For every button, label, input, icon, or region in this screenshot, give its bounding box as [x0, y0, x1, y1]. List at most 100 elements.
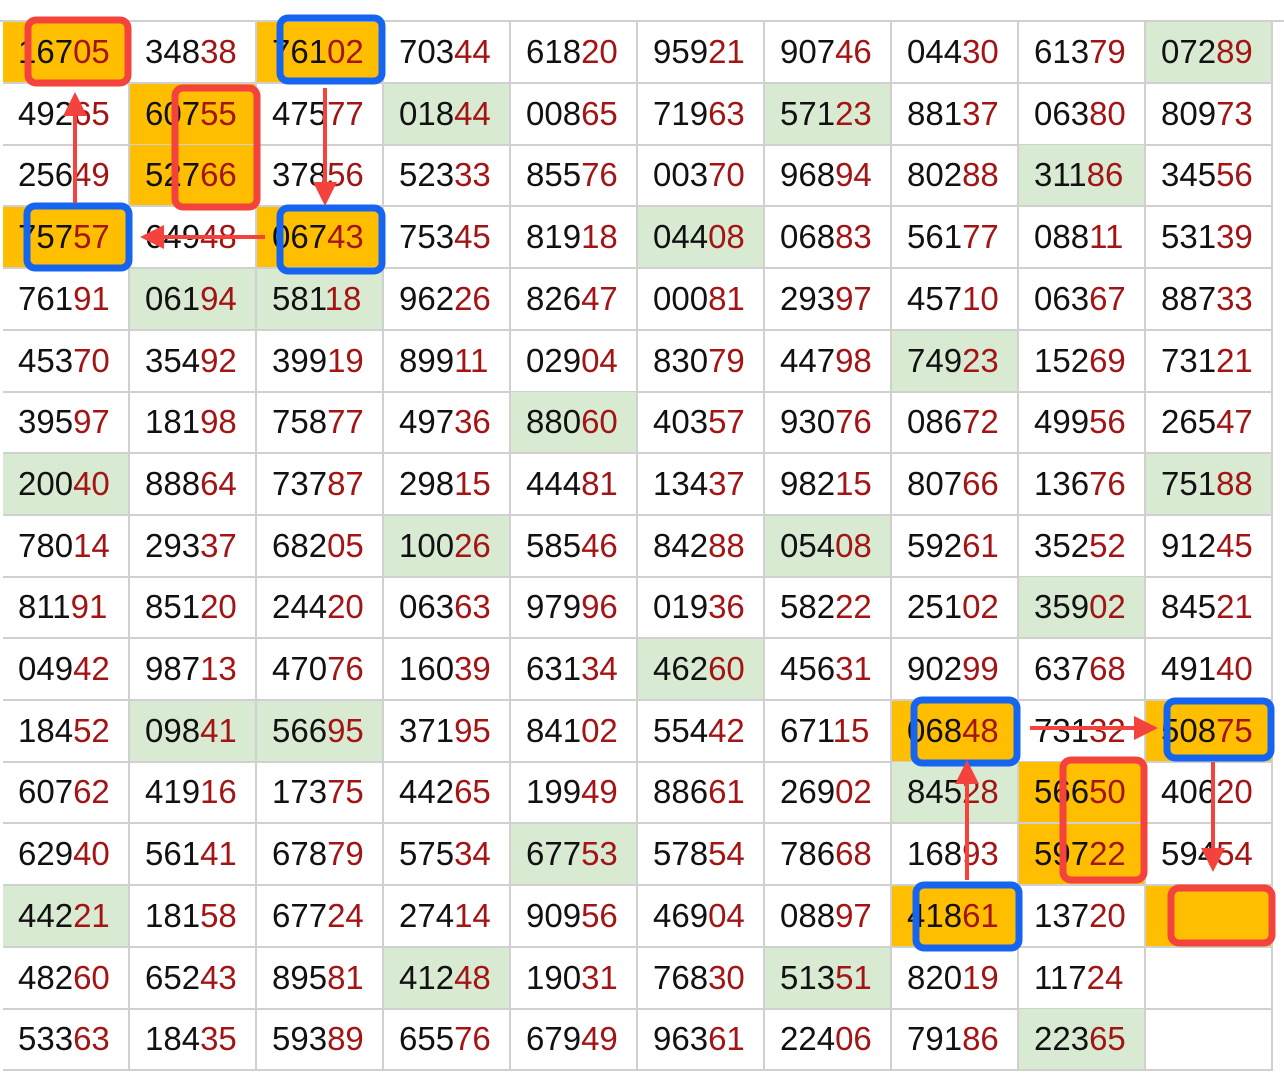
table-cell[interactable]: 90956: [511, 885, 638, 948]
table-cell[interactable]: 91245: [1146, 515, 1273, 578]
table-cell[interactable]: 59722: [1019, 824, 1146, 887]
table-cell[interactable]: 10026: [384, 515, 511, 578]
table-cell[interactable]: 00865: [511, 83, 638, 146]
table-cell[interactable]: 84521: [1146, 577, 1273, 640]
table-cell[interactable]: 44481: [511, 453, 638, 516]
table-cell[interactable]: 27414: [384, 885, 511, 948]
table-cell[interactable]: 58118: [257, 268, 384, 331]
table-cell[interactable]: 31186: [1019, 145, 1146, 208]
table-cell[interactable]: 80766: [892, 453, 1019, 516]
table-cell[interactable]: 57123: [765, 83, 892, 146]
table-cell[interactable]: 75757: [3, 207, 130, 270]
table-cell[interactable]: [1146, 947, 1273, 1010]
table-cell[interactable]: 58222: [765, 577, 892, 640]
table-cell[interactable]: 11724: [1019, 947, 1146, 1010]
table-cell[interactable]: 75345: [384, 207, 511, 270]
table-cell[interactable]: 00081: [638, 268, 765, 331]
table-cell[interactable]: 81191: [3, 577, 130, 640]
table-cell[interactable]: 63134: [511, 639, 638, 701]
table-cell[interactable]: 01844: [384, 83, 511, 146]
table-cell[interactable]: 13676: [1019, 453, 1146, 516]
table-cell[interactable]: 18198: [130, 392, 257, 455]
table-cell[interactable]: 97996: [511, 577, 638, 640]
table-cell[interactable]: 24420: [257, 577, 384, 640]
table-cell[interactable]: 13437: [638, 453, 765, 516]
table-cell[interactable]: 56141: [130, 824, 257, 887]
table-cell[interactable]: 61820: [511, 22, 638, 84]
table-cell[interactable]: 88137: [892, 83, 1019, 146]
table-cell[interactable]: 45710: [892, 268, 1019, 331]
table-cell[interactable]: 71963: [638, 83, 765, 146]
table-cell[interactable]: 07289: [1146, 22, 1273, 84]
table-cell[interactable]: 06743: [257, 207, 384, 270]
table-cell[interactable]: 45631: [765, 639, 892, 701]
table-cell[interactable]: 50875: [1146, 700, 1273, 763]
table-cell[interactable]: 67753: [511, 824, 638, 887]
table-cell[interactable]: 67724: [257, 885, 384, 948]
table-cell[interactable]: 78014: [3, 515, 130, 578]
table-cell[interactable]: 08811: [1019, 207, 1146, 270]
table-cell[interactable]: 65576: [384, 1009, 511, 1072]
table-cell[interactable]: 59389: [257, 1009, 384, 1072]
table-cell[interactable]: 76830: [638, 947, 765, 1010]
table-cell[interactable]: 22406: [765, 1009, 892, 1072]
table-cell[interactable]: 88661: [638, 762, 765, 825]
table-cell[interactable]: 08897: [765, 885, 892, 948]
table-cell[interactable]: 04408: [638, 207, 765, 270]
table-cell[interactable]: [1146, 885, 1273, 948]
table-cell[interactable]: 19949: [511, 762, 638, 825]
table-cell[interactable]: 04430: [892, 22, 1019, 84]
table-cell[interactable]: 78668: [765, 824, 892, 887]
table-cell[interactable]: 73787: [257, 453, 384, 516]
table-cell[interactable]: 83079: [638, 330, 765, 393]
table-cell[interactable]: 95921: [638, 22, 765, 84]
table-cell[interactable]: 84528: [892, 762, 1019, 825]
table-cell[interactable]: 76191: [3, 268, 130, 331]
table-cell[interactable]: 84102: [511, 700, 638, 763]
table-cell[interactable]: 00370: [638, 145, 765, 208]
table-cell[interactable]: 53139: [1146, 207, 1273, 270]
table-cell[interactable]: 39597: [3, 392, 130, 455]
table-cell[interactable]: 93076: [765, 392, 892, 455]
table-cell[interactable]: 63768: [1019, 639, 1146, 701]
table-cell[interactable]: 53363: [3, 1009, 130, 1072]
table-cell[interactable]: 37856: [257, 145, 384, 208]
table-cell[interactable]: 45370: [3, 330, 130, 393]
table-cell[interactable]: 80288: [892, 145, 1019, 208]
table-cell[interactable]: 73121: [1146, 330, 1273, 393]
table-cell[interactable]: 44221: [3, 885, 130, 948]
table-cell[interactable]: 18452: [3, 700, 130, 763]
table-cell[interactable]: 29337: [130, 515, 257, 578]
table-cell[interactable]: 44265: [384, 762, 511, 825]
table-cell[interactable]: 60762: [3, 762, 130, 825]
table-cell[interactable]: 96226: [384, 268, 511, 331]
table-cell[interactable]: 35252: [1019, 515, 1146, 578]
table-cell[interactable]: 06883: [765, 207, 892, 270]
table-cell[interactable]: 82647: [511, 268, 638, 331]
table-cell[interactable]: 52766: [130, 145, 257, 208]
table-cell[interactable]: 85120: [130, 577, 257, 640]
table-cell[interactable]: 16893: [892, 824, 1019, 887]
table-cell[interactable]: 98713: [130, 639, 257, 701]
table-cell[interactable]: 57534: [384, 824, 511, 887]
table-cell[interactable]: 88060: [511, 392, 638, 455]
table-cell[interactable]: 18435: [130, 1009, 257, 1072]
table-cell[interactable]: 88864: [130, 453, 257, 516]
table-cell[interactable]: 58546: [511, 515, 638, 578]
table-cell[interactable]: 18158: [130, 885, 257, 948]
table-cell[interactable]: 81918: [511, 207, 638, 270]
table-cell[interactable]: 61379: [1019, 22, 1146, 84]
table-cell[interactable]: 20040: [3, 453, 130, 516]
table-cell[interactable]: 59261: [892, 515, 1019, 578]
table-cell[interactable]: 55442: [638, 700, 765, 763]
table-cell[interactable]: 79186: [892, 1009, 1019, 1072]
table-cell[interactable]: 68205: [257, 515, 384, 578]
table-cell[interactable]: 19031: [511, 947, 638, 1010]
table-cell[interactable]: 41861: [892, 885, 1019, 948]
table-cell[interactable]: 73132: [1019, 700, 1146, 763]
table-cell[interactable]: 67949: [511, 1009, 638, 1072]
table-cell[interactable]: 49736: [384, 392, 511, 455]
table-cell[interactable]: 06380: [1019, 83, 1146, 146]
table-cell[interactable]: 56695: [257, 700, 384, 763]
table-cell[interactable]: 49956: [1019, 392, 1146, 455]
